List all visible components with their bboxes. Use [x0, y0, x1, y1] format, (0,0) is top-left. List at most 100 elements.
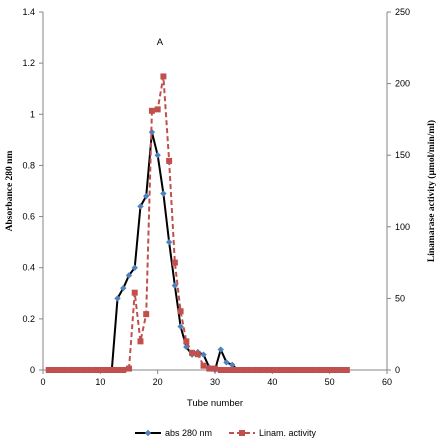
- data-point: [246, 367, 253, 373]
- data-point: [223, 367, 230, 373]
- data-point: [234, 367, 241, 373]
- data-point: [200, 351, 207, 358]
- left-y-tick-label: 0.2: [22, 314, 35, 324]
- right-y-tick-label: 200: [395, 79, 410, 89]
- left-y-tick-label: 1.4: [22, 7, 35, 17]
- data-point: [183, 338, 190, 345]
- data-point: [97, 367, 104, 373]
- data-point: [57, 367, 64, 373]
- data-point: [131, 289, 138, 296]
- left-y-tick-label: 0.8: [22, 160, 35, 170]
- data-point: [275, 367, 282, 373]
- data-point: [189, 349, 196, 356]
- data-point: [229, 361, 236, 369]
- data-point: [68, 367, 75, 373]
- data-point: [154, 152, 161, 159]
- data-point: [148, 128, 156, 136]
- data-point: [74, 367, 81, 373]
- data-point: [303, 367, 310, 373]
- data-point: [212, 365, 218, 372]
- right-y-axis-title: Linamarase activity (µmol/min/ml): [426, 120, 437, 262]
- plot-layer: [45, 73, 351, 374]
- left-y-tick-label: 1: [30, 109, 35, 119]
- data-point: [125, 272, 133, 279]
- left-y-tick-label: 1.2: [22, 58, 35, 68]
- data-point: [315, 367, 322, 373]
- data-point: [148, 107, 155, 114]
- data-point: [200, 362, 207, 369]
- data-point: [120, 284, 127, 292]
- data-point: [166, 157, 173, 164]
- data-point: [177, 323, 184, 330]
- data-point: [292, 367, 299, 373]
- data-point: [62, 367, 69, 373]
- data-point: [320, 367, 327, 373]
- data-point: [85, 367, 92, 373]
- data-point: [137, 203, 144, 210]
- x-tick-label: 40: [267, 377, 277, 387]
- data-point: [143, 311, 150, 318]
- data-point: [137, 338, 144, 345]
- x-tick-label: 0: [40, 377, 45, 387]
- data-point: [298, 367, 304, 373]
- axes-layer: 0 0.2 0.4 0.6 0.8 1 1.2 1.4 0 50 100 150 200 250 0 10 20…: [22, 7, 410, 387]
- left-y-tick-label: 0.6: [22, 212, 35, 222]
- peak-annotation: A: [157, 37, 164, 48]
- data-point: [154, 106, 161, 113]
- data-point: [143, 192, 150, 200]
- x-axis-title: Tube number: [187, 398, 243, 409]
- data-point: [103, 367, 110, 373]
- right-y-tick-label: 250: [395, 7, 410, 17]
- right-y-tick-label: 50: [395, 293, 405, 303]
- data-point: [257, 367, 264, 373]
- legend-swatch-marker: [239, 430, 245, 436]
- data-point: [114, 295, 121, 302]
- data-point: [223, 359, 230, 366]
- data-point: [171, 282, 179, 289]
- data-point: [338, 367, 345, 373]
- series-1: [45, 128, 351, 374]
- data-point: [229, 367, 236, 373]
- data-point: [286, 367, 293, 373]
- left-y-tick-label: 0: [30, 365, 35, 375]
- data-point: [165, 238, 173, 246]
- data-point: [171, 259, 178, 266]
- left-y-tick-label: 0.4: [22, 263, 35, 273]
- data-point: [217, 367, 224, 373]
- right-y-tick-label: 150: [395, 150, 410, 160]
- data-point: [131, 264, 138, 271]
- x-tick-label: 60: [382, 377, 392, 387]
- data-point: [252, 367, 259, 373]
- data-point: [280, 367, 287, 373]
- x-tick-label: 50: [325, 377, 335, 387]
- data-point: [120, 367, 127, 373]
- x-tick-label: 30: [210, 377, 220, 387]
- x-tick-label: 20: [153, 377, 163, 387]
- data-point: [332, 367, 339, 373]
- data-point: [45, 367, 52, 373]
- data-point: [177, 308, 184, 315]
- series-line: [48, 131, 347, 371]
- data-point: [240, 367, 247, 373]
- legend-label: abs 280 nm: [165, 428, 212, 438]
- data-point: [160, 73, 167, 80]
- data-point: [326, 367, 333, 373]
- data-point: [343, 367, 350, 373]
- data-point: [51, 367, 58, 373]
- right-y-tick-label: 100: [395, 222, 410, 232]
- data-point: [80, 367, 87, 373]
- left-y-axis-title: Absorbance 280 nm: [5, 151, 15, 232]
- x-tick-label: 10: [95, 377, 105, 387]
- data-point: [91, 367, 98, 373]
- legend: abs 280 nm Linam. activity: [135, 428, 317, 438]
- series-line: [48, 75, 347, 371]
- data-point: [263, 367, 270, 373]
- data-point: [309, 367, 316, 373]
- data-point: [126, 365, 132, 372]
- series-2: [45, 73, 350, 373]
- data-point: [160, 190, 167, 197]
- data-point: [114, 367, 121, 373]
- data-point: [269, 367, 276, 373]
